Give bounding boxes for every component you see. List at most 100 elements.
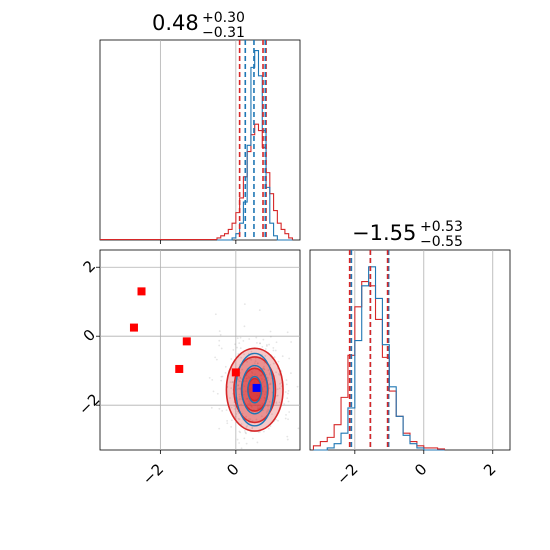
sample-point [245,442,248,445]
sample-point [220,347,223,350]
sample-point [255,336,258,339]
sample-point [246,377,248,380]
sample-point [242,393,245,396]
sample-point [251,419,254,422]
sample-point [254,404,257,407]
sample-point [237,384,240,387]
sample-point [261,345,264,348]
sample-point [262,367,264,370]
sample-point [214,356,217,359]
sample-point [240,403,242,406]
y-tick-label: 0 [80,326,99,345]
sample-point [236,410,239,413]
sample-point [276,394,279,397]
sample-point [262,390,265,393]
sample-point [257,404,260,407]
sample-point [263,365,265,368]
sample-point [245,415,247,418]
sample-point [275,418,277,421]
sample-point [259,406,261,408]
sample-point [250,350,253,353]
sample-point [218,344,221,347]
sample-point [286,397,289,400]
marginal-x-ticks-param1 [159,240,237,244]
sample-point [278,401,281,404]
sample-point [231,381,234,383]
sample-point [263,361,266,364]
sample-point [239,376,242,379]
sample-point [283,403,286,405]
title-param2-plus: +0.53 [420,219,463,235]
sample-point [261,373,264,376]
sample-point [250,404,253,407]
sample-point [239,388,241,391]
sample-point [256,441,259,444]
sample-point [268,387,271,390]
joint-panel: −2 0 −2 0 2 [75,249,301,488]
sample-point [240,398,243,401]
sample-point [261,378,263,380]
sample-point [238,418,241,421]
sample-point [233,405,236,408]
sample-point [264,355,267,357]
sample-point [269,382,272,385]
sample-point [263,368,266,371]
sample-point [265,343,268,346]
sample-point [274,349,277,352]
sample-point [226,419,229,422]
sample-point [267,408,270,411]
sample-point [236,438,239,441]
sample-point [256,341,258,344]
sample-point [224,365,227,368]
sample-point [245,398,248,400]
sample-point [278,374,281,376]
marginal-panel-param2: −2 0 2 −1.55 +0.53 −0.55 [309,219,511,488]
sample-point [265,345,268,347]
sample-point [269,425,272,428]
sample-point [238,442,241,444]
sample-point [266,376,269,379]
sample-point [237,378,240,381]
sample-point [275,394,278,397]
quantile-lines-param1 [238,40,267,240]
sample-point [287,400,290,403]
sample-point [256,405,259,408]
sample-point [284,391,287,393]
sample-point [275,402,278,405]
sample-point [286,331,289,334]
sample-point [273,356,276,359]
sample-point [237,384,240,387]
title-param1-minus: −0.31 [202,25,245,41]
sample-point [241,368,244,371]
sample-point [230,406,233,409]
sample-point [249,418,252,421]
joint-y-ticks: −2 0 2 [75,257,103,419]
sample-point [237,417,240,420]
x-tick-label: 0 [411,460,430,479]
sample-point [238,398,241,401]
sample-point [226,422,229,425]
sample-point [253,362,256,365]
sample-point [260,415,263,418]
sample-point [241,412,244,415]
joint-x-ticks: −2 0 [139,450,243,488]
sample-point [268,400,271,403]
marker-red [129,323,138,332]
sample-point [287,418,289,421]
sample-point [251,437,254,440]
sample-point [287,390,290,392]
sample-point [275,341,278,344]
sample-point [248,377,251,380]
sample-point [212,390,215,393]
sample-point [262,430,265,433]
marker-blue [252,383,261,392]
sample-point [218,427,221,430]
sample-point [245,374,248,377]
joint-contours [225,347,284,432]
title-param2-minus: −0.55 [420,234,463,250]
marginal-panel-param1: 0.48 +0.30 −0.31 [99,10,301,241]
sample-point [264,397,267,399]
sample-point [243,385,246,388]
sample-point [210,406,213,409]
sample-point [263,393,266,396]
